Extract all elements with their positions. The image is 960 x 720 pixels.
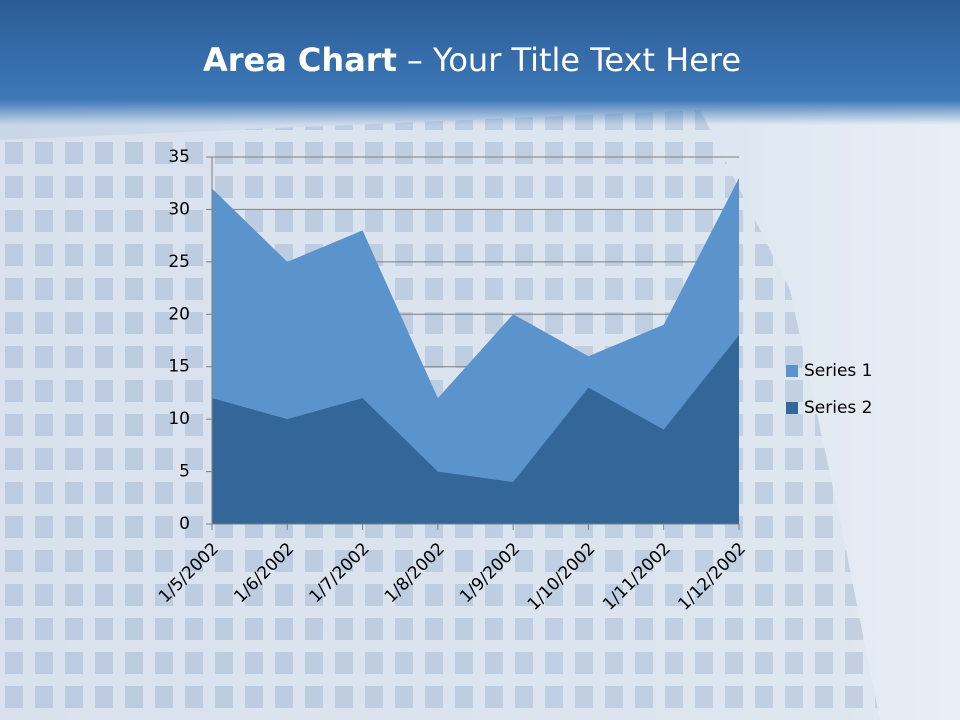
y-tick-label: 15 <box>168 357 190 377</box>
legend-swatch <box>786 402 798 414</box>
legend-swatch <box>786 365 798 377</box>
y-tick-label: 5 <box>179 462 190 482</box>
y-tick-label: 35 <box>168 147 190 167</box>
legend-label: Series 1 <box>804 361 873 381</box>
area <box>212 335 739 524</box>
y-tick-label: 30 <box>168 199 190 219</box>
slide-title: Area Chart – Your Title Text Here <box>203 41 741 79</box>
y-tick-label: 20 <box>168 304 190 324</box>
header-band <box>0 0 960 125</box>
y-tick-label: 10 <box>168 409 190 429</box>
title-bold: Area Chart <box>203 41 397 79</box>
y-tick-label: 0 <box>179 514 190 534</box>
title-rest: – Your Title Text Here <box>407 41 741 79</box>
y-tick-label: 25 <box>168 252 190 272</box>
legend-label: Series 2 <box>804 398 873 418</box>
